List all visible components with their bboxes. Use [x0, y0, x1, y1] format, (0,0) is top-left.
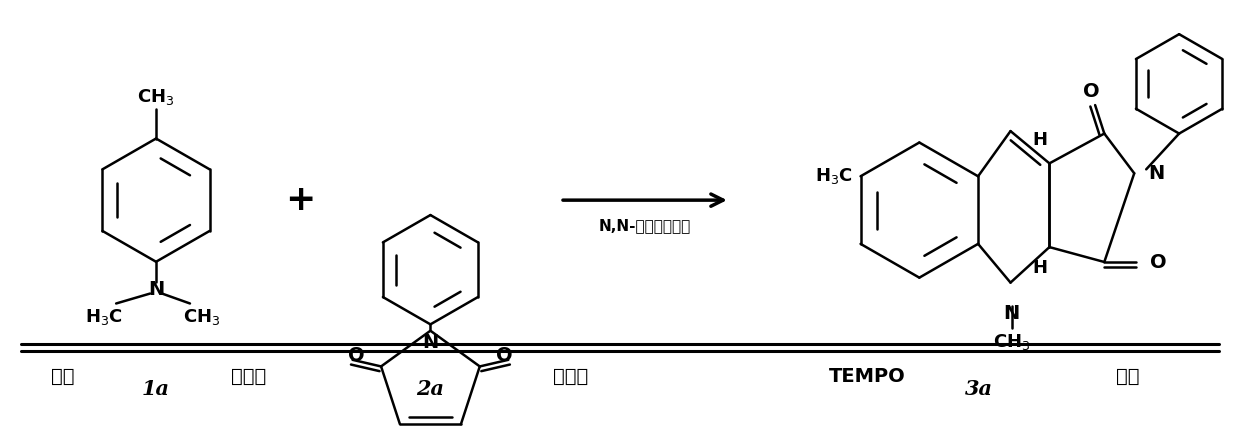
Text: 序号: 序号 [52, 367, 74, 385]
Text: 2a: 2a [417, 379, 444, 399]
Text: O: O [348, 346, 365, 365]
Text: +: + [285, 183, 316, 217]
Text: N,N-二甲基甲酰胺: N,N-二甲基甲酰胺 [599, 218, 691, 233]
Text: TEMPO: TEMPO [830, 367, 905, 385]
Text: CH$_3$: CH$_3$ [138, 87, 175, 107]
Text: O: O [1151, 252, 1167, 271]
Text: H: H [1033, 131, 1048, 150]
Text: 3a: 3a [965, 379, 993, 399]
Text: H$_3$C: H$_3$C [815, 166, 853, 186]
Text: N: N [423, 333, 439, 352]
Text: O: O [1083, 82, 1100, 101]
Text: 叶绿素: 叶绿素 [553, 367, 588, 385]
Text: 1a: 1a [143, 379, 170, 399]
Text: 可见光: 可见光 [231, 367, 267, 385]
Text: N: N [1148, 164, 1164, 183]
Text: CH$_3$: CH$_3$ [184, 307, 221, 328]
Text: N: N [1003, 304, 1019, 324]
Text: CH$_3$: CH$_3$ [993, 332, 1030, 352]
Text: 收率: 收率 [1116, 367, 1140, 385]
Text: O: O [496, 346, 512, 365]
Text: H: H [1033, 259, 1048, 277]
Text: H$_3$C: H$_3$C [86, 307, 123, 328]
Text: N: N [148, 280, 164, 299]
